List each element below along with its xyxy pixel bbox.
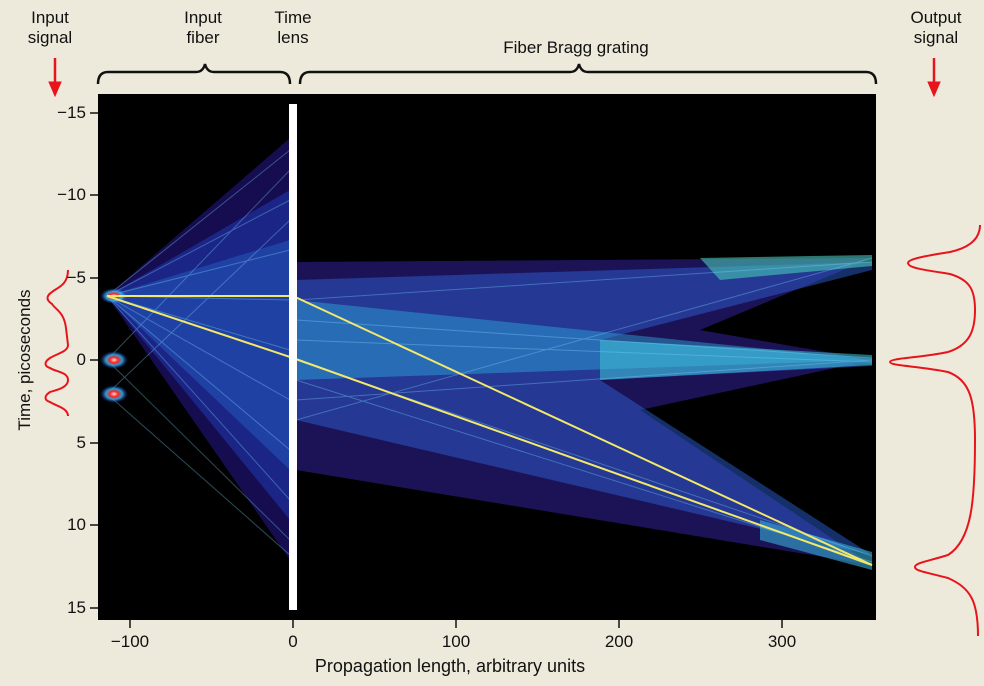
input-pulse-3 [100, 385, 128, 403]
y-tick-label: 5 [76, 433, 86, 452]
time-lens-label: Time lens [274, 8, 312, 47]
y-tick-label: 10 [67, 515, 86, 534]
fiber-bragg-grating-brace [298, 63, 878, 85]
input-pulse-curve [44, 269, 70, 417]
output-arrow-icon [927, 58, 941, 98]
y-tick-label: 0 [76, 350, 86, 369]
x-tick-label: −100 [110, 632, 150, 651]
y-axis-ticks [90, 112, 98, 609]
x-tick-label: 200 [604, 632, 634, 651]
output-pulse-curve [888, 224, 981, 637]
output-signal-label: Output signal [910, 8, 962, 47]
fiber-bragg-grating-label: Fiber Bragg grating [503, 38, 649, 57]
input-signal-label: Input signal [27, 8, 73, 47]
x-axis-title: Propagation length, arbitrary units [314, 656, 586, 676]
input-pulse-2 [100, 351, 128, 369]
y-axis-title: Time, picoseconds [15, 289, 34, 431]
input-fiber-brace [96, 63, 292, 85]
input-arrow-icon [48, 58, 62, 98]
time-lens-bar [289, 104, 297, 610]
y-tick-label: −15 [57, 103, 86, 122]
x-tick-label: 300 [767, 632, 797, 651]
heatmap-field [107, 138, 872, 570]
x-tick-label: 100 [441, 632, 471, 651]
y-tick-label: −10 [57, 185, 86, 204]
y-tick-label: 15 [67, 598, 86, 617]
y-tick-label: −5 [66, 268, 86, 287]
input-fiber-label: Input fiber [184, 8, 222, 47]
x-tick-label: 0 [288, 632, 298, 651]
x-axis-ticks [129, 620, 783, 628]
